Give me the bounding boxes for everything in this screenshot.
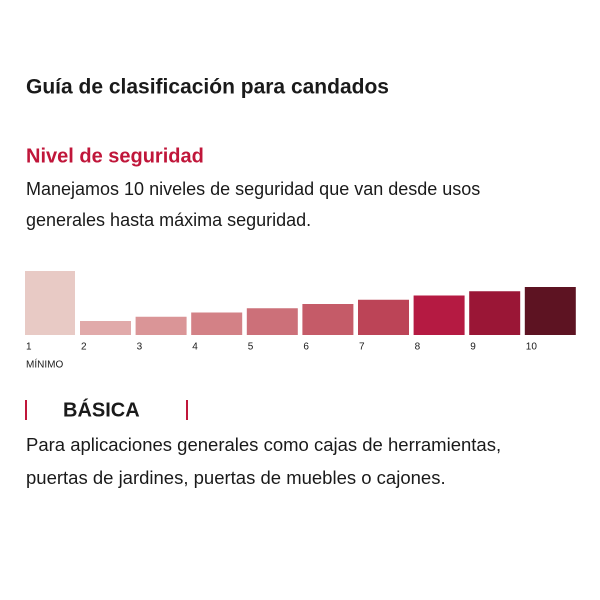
level-label: 6 [303,342,309,353]
level-bar [25,271,75,335]
title: Guía de clasificación para candados [26,76,389,99]
min-label: MÍNIMO [26,358,63,371]
section-text: Manejamos 10 niveles de seguridad que va… [26,179,480,199]
section-heading: Nivel de seguridad [26,145,204,167]
level-text: Para aplicaciones generales como cajas d… [26,434,501,455]
level-bar [80,321,131,335]
level-bar [469,291,521,335]
level-label: 10 [526,342,538,353]
level-bar [413,295,465,335]
level-label: 8 [415,342,421,353]
level-bar [135,316,187,335]
level-label: 1 [26,342,32,353]
level-label: 3 [137,342,143,353]
level-label: 7 [359,342,365,353]
level-name: BÁSICA [63,398,140,421]
level-label: 9 [470,342,476,353]
level-bar [246,308,298,335]
level-bar [191,312,243,335]
level-label: 4 [192,342,198,353]
level-bar [524,287,576,335]
level-label: 2 [81,342,87,353]
level-bar [358,299,409,335]
level-bar [302,304,354,335]
level-text: puertas de jardines, puertas de muebles … [26,467,446,488]
level-label: 5 [248,342,254,353]
section-text: generales hasta máxima seguridad. [26,210,311,230]
level-scale: 1 2 3 4 5 6 7 8 9 10 [25,271,576,353]
